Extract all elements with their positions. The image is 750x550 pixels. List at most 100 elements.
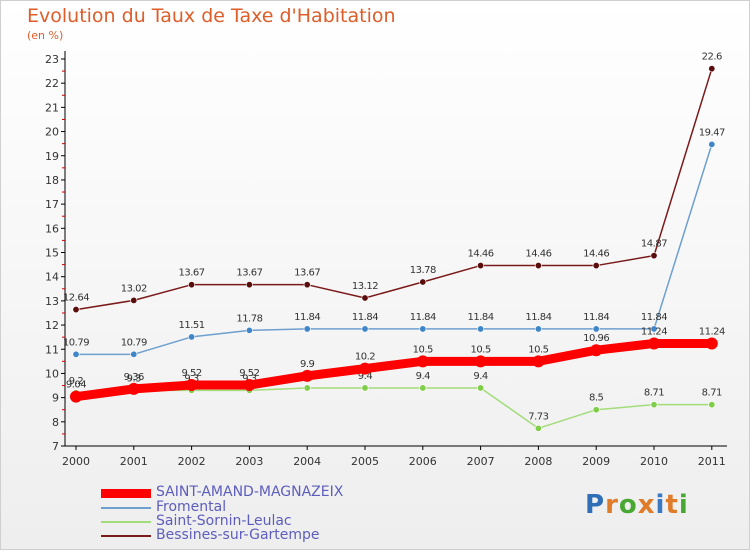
legend-item-fromental: Fromental xyxy=(101,499,401,515)
data-point xyxy=(419,325,427,333)
data-point xyxy=(534,262,542,270)
data-point xyxy=(303,325,311,333)
data-label: 13.67 xyxy=(294,268,320,279)
data-point xyxy=(127,382,140,395)
y-tick-label: 17 xyxy=(45,198,59,211)
series-line xyxy=(71,338,717,402)
series-line xyxy=(75,67,713,311)
data-point xyxy=(419,278,427,286)
logo-letter: t xyxy=(665,490,679,520)
data-point xyxy=(188,333,196,341)
data-point xyxy=(416,355,429,368)
data-label: 10.96 xyxy=(583,333,609,344)
data-label: 9.36 xyxy=(124,372,144,383)
data-point xyxy=(303,384,311,392)
y-tick-label: 22 xyxy=(45,77,59,90)
x-tick-label: 2010 xyxy=(640,455,668,468)
legend-label: Bessines-sur-Gartempe xyxy=(156,527,320,543)
legend-item-saint-amand: SAINT-AMAND-MAGNAZEIX xyxy=(101,484,401,500)
data-label: 13.67 xyxy=(236,268,262,279)
x-tick-label: 2002 xyxy=(178,455,206,468)
legend-item-bessines: Bessines-sur-Gartempe xyxy=(101,527,401,543)
data-label: 9.3 xyxy=(127,373,142,384)
data-point xyxy=(72,350,80,358)
data-label: 14.46 xyxy=(525,249,551,260)
data-point xyxy=(474,355,487,368)
data-label: 11.84 xyxy=(641,312,667,323)
data-point xyxy=(70,390,82,403)
y-tick-label: 9 xyxy=(52,392,59,405)
data-point xyxy=(361,325,369,333)
data-point xyxy=(705,337,718,350)
data-label: 9.52 xyxy=(239,368,259,379)
data-label: 9.4 xyxy=(473,371,488,382)
chart-title: Evolution du Taux de Taxe d'Habitation xyxy=(27,5,396,27)
data-point xyxy=(477,325,485,333)
data-point xyxy=(130,296,138,304)
data-label: 9.04 xyxy=(66,380,86,391)
x-tick-label: 2009 xyxy=(582,455,610,468)
logo-letter: o xyxy=(618,490,638,520)
data-label: 14.46 xyxy=(583,249,609,260)
data-point xyxy=(245,281,253,289)
data-label: 9.3 xyxy=(184,373,199,384)
data-label: 11.84 xyxy=(352,312,378,323)
y-tick-label: 16 xyxy=(45,222,59,235)
y-tick-label: 20 xyxy=(45,126,59,139)
data-label: 13.12 xyxy=(352,281,378,292)
data-label: 9.52 xyxy=(181,368,201,379)
data-label: 13.02 xyxy=(121,283,147,294)
data-point xyxy=(592,262,600,270)
data-point xyxy=(419,384,427,392)
data-label: 11.24 xyxy=(699,326,725,337)
data-label: 8.71 xyxy=(644,388,664,399)
data-point xyxy=(650,325,658,333)
data-point xyxy=(188,281,196,289)
data-label: 10.2 xyxy=(355,352,375,363)
y-tick-label: 12 xyxy=(45,319,59,332)
y-tick-label: 15 xyxy=(45,247,59,260)
legend-swatch xyxy=(101,507,151,509)
data-label: 9.2 xyxy=(69,376,84,387)
legend-item-saint-sornin: Saint-Sornin-Leulac xyxy=(101,513,401,529)
data-label: 13.67 xyxy=(179,268,205,279)
data-point xyxy=(648,337,660,350)
data-label: 8.71 xyxy=(702,388,722,399)
y-tick-label: 14 xyxy=(45,271,59,284)
data-label: 10.79 xyxy=(63,337,89,348)
y-tick-label: 18 xyxy=(45,174,59,187)
data-point xyxy=(361,294,369,302)
y-tick-label: 8 xyxy=(52,416,59,429)
data-label: 11.84 xyxy=(583,312,609,323)
data-label: 14.87 xyxy=(641,239,667,250)
data-label: 11.84 xyxy=(294,312,320,323)
data-point xyxy=(243,379,256,392)
series-line xyxy=(75,143,713,356)
data-point xyxy=(650,401,658,409)
legend-swatch xyxy=(101,535,151,537)
logo-letter: x xyxy=(637,490,656,520)
y-tick-label: 10 xyxy=(45,367,59,380)
y-tick-label: 7 xyxy=(52,440,59,453)
data-label: 10.5 xyxy=(470,344,490,355)
data-point xyxy=(592,406,600,414)
legend-swatch xyxy=(101,521,151,523)
data-label: 10.79 xyxy=(121,337,147,348)
data-point xyxy=(708,65,716,73)
data-label: 10.5 xyxy=(413,344,433,355)
data-label: 19.47 xyxy=(699,127,725,138)
data-label: 7.73 xyxy=(528,411,548,422)
series-line xyxy=(75,387,713,430)
data-label: 9.3 xyxy=(242,373,257,384)
y-tick-label: 11 xyxy=(45,343,59,356)
data-label: 8.5 xyxy=(589,393,604,404)
x-tick-label: 2007 xyxy=(467,455,495,468)
x-tick-label: 2011 xyxy=(698,455,726,468)
x-tick-label: 2001 xyxy=(120,455,148,468)
x-tick-label: 2004 xyxy=(293,455,321,468)
data-label: 9.4 xyxy=(416,371,431,382)
data-label: 11.84 xyxy=(525,312,551,323)
legend-swatch xyxy=(101,489,151,498)
data-label: 11.78 xyxy=(236,313,262,324)
